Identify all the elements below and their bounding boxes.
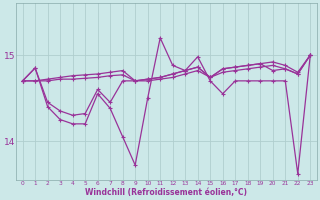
X-axis label: Windchill (Refroidissement éolien,°C): Windchill (Refroidissement éolien,°C) <box>85 188 247 197</box>
